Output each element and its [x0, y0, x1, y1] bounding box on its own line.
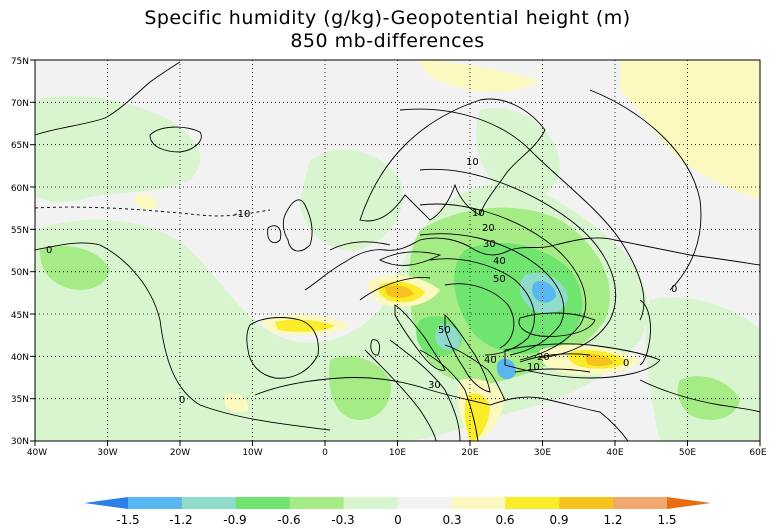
colorbar-label: -0.3 — [331, 513, 354, 527]
colorbar-left-arrow — [84, 497, 128, 509]
longitude-labels: 40W 30W 20W 10W 0 10E 20E 30E 40E 50E 60… — [27, 448, 767, 458]
contour-label: 10 — [466, 157, 479, 168]
colorbar — [84, 497, 711, 509]
coastlines — [35, 61, 760, 441]
colorbar-label: 0.6 — [495, 513, 514, 527]
colorbar-swatch — [343, 497, 398, 509]
lon-label: 20E — [461, 448, 478, 458]
lon-label: 30W — [97, 448, 117, 458]
lat-label: 35N — [11, 395, 29, 405]
contour-label: -10 — [234, 209, 250, 220]
lat-label: 75N — [11, 57, 29, 67]
height-contours — [35, 89, 702, 441]
contour-label: 50 — [493, 274, 506, 285]
lon-label: 50E — [679, 448, 696, 458]
colorbar-swatch — [128, 497, 183, 509]
lat-label: 55N — [11, 226, 29, 236]
colorbar-swatch — [559, 497, 614, 509]
axis-ticks — [30, 59, 761, 446]
lon-label: 30E — [534, 448, 551, 458]
lat-label: 65N — [11, 141, 29, 151]
colorbar-label: -1.2 — [169, 513, 192, 527]
colorbar-swatch — [181, 497, 237, 509]
contour-label: 20 — [482, 223, 495, 234]
contour-label: 0 — [179, 395, 185, 406]
lon-label: 40E — [606, 448, 623, 458]
colorbar-swatch — [397, 497, 452, 509]
colorbar-label: 1.5 — [657, 513, 676, 527]
lon-label: 10W — [242, 448, 262, 458]
lat-label: 60N — [11, 184, 29, 194]
colorbar-label: -0.9 — [223, 513, 246, 527]
contour-label: 30 — [483, 239, 496, 250]
contour-label: 50 — [438, 325, 451, 336]
colorbar-label: 0 — [394, 513, 402, 527]
colorbar-label: -1.5 — [116, 513, 139, 527]
lat-label: 30N — [11, 437, 29, 447]
contour-label: 0 — [623, 358, 629, 369]
latitude-labels: 75N 70N 65N 60N 55N 50N 45N 40N 35N 30N — [11, 57, 29, 447]
contour-label: 0 — [671, 284, 677, 295]
map-subtitle: 850 mb-differences — [290, 30, 485, 52]
lon-label: 40W — [27, 448, 47, 458]
contour-label: 20 — [537, 352, 550, 363]
contour-label: 40 — [493, 256, 506, 267]
colorbar-swatch — [613, 497, 668, 509]
contour-label: 10 — [472, 208, 485, 219]
lon-label: 60E — [749, 448, 766, 458]
lon-label: 10E — [389, 448, 406, 458]
contour-label: 10 — [527, 362, 540, 373]
grid-lines — [35, 60, 760, 441]
contour-labels: -10 0 0 0 0 10 10 20 30 40 50 50 40 30 2… — [46, 157, 677, 406]
contour-label: 0 — [46, 245, 52, 256]
colorbar-labels: -1.5 -1.2 -0.9 -0.6 -0.3 0 0.3 0.6 0.9 1… — [116, 513, 676, 527]
contour-label: 30 — [428, 380, 441, 391]
lat-label: 45N — [11, 311, 29, 321]
colorbar-swatch — [235, 497, 291, 509]
map-title: Specific humidity (g/kg)-Geopotential he… — [144, 7, 631, 29]
lon-label: 0 — [322, 448, 328, 458]
humidity-shading — [35, 60, 760, 441]
lat-label: 50N — [11, 268, 29, 278]
lon-label: 20W — [170, 448, 190, 458]
colorbar-swatch — [289, 497, 344, 509]
colorbar-swatch — [451, 497, 506, 509]
colorbar-label: -0.6 — [277, 513, 300, 527]
lat-label: 40N — [11, 353, 29, 363]
contour-label: 40 — [484, 355, 497, 366]
colorbar-label: 1.2 — [603, 513, 622, 527]
lat-label: 70N — [11, 99, 29, 109]
colorbar-swatch — [505, 497, 560, 509]
colorbar-label: 0.3 — [442, 513, 461, 527]
colorbar-label: 0.9 — [549, 513, 568, 527]
colorbar-right-arrow — [667, 497, 711, 509]
